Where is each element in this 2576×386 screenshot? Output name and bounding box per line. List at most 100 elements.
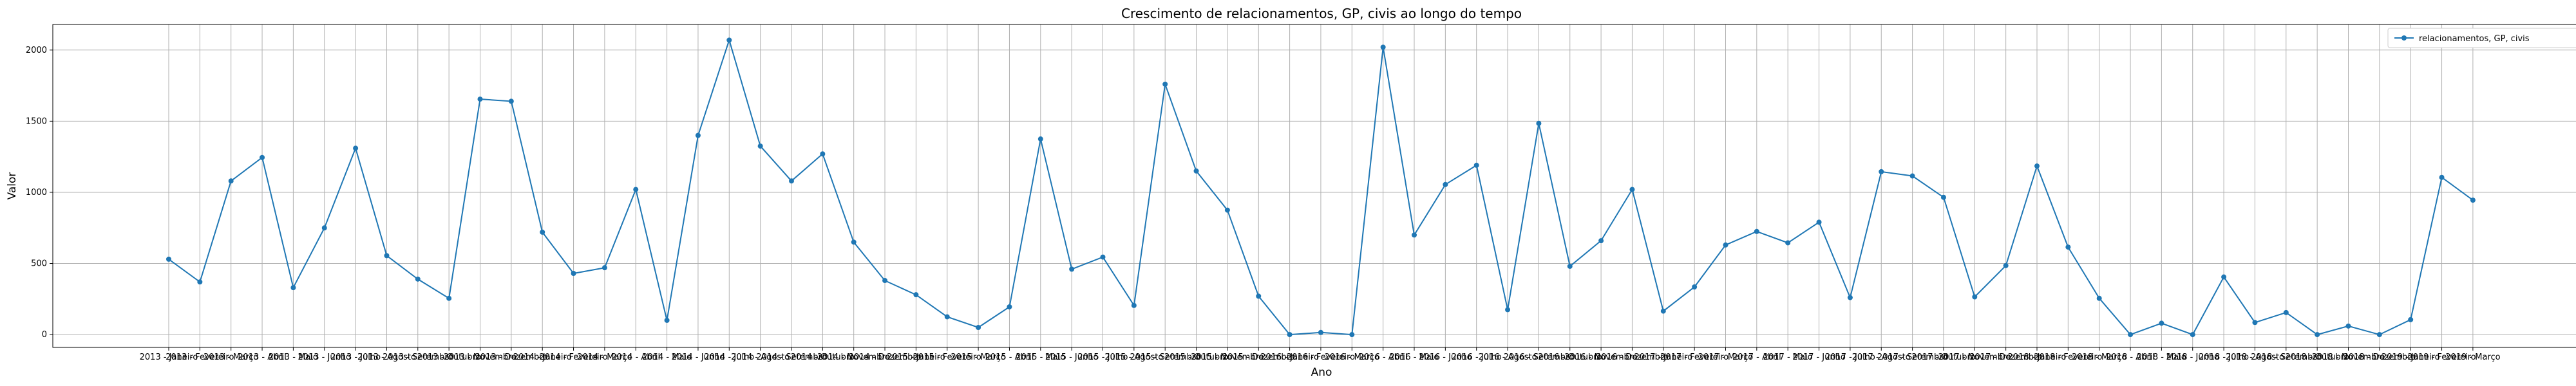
x-tick-label: 2014 - Dezembro xyxy=(849,353,922,362)
data-point xyxy=(2128,332,2134,338)
legend: relacionamentos, GP, civis xyxy=(2387,28,2576,48)
data-point xyxy=(166,256,171,262)
data-point xyxy=(477,96,483,102)
data-point xyxy=(1816,219,1822,225)
data-point xyxy=(1412,232,1417,238)
legend-box xyxy=(2387,28,2576,48)
legend-label: relacionamentos, GP, civis xyxy=(2419,34,2530,44)
x-tick-label: 2014 - Abril xyxy=(611,353,660,362)
data-point xyxy=(571,271,576,277)
x-tick-label: 2015 - Setembro xyxy=(1130,353,1200,362)
x-tick-label: 2016 - Outubro xyxy=(1538,353,1602,362)
data-point xyxy=(2408,317,2414,322)
data-point xyxy=(851,239,857,245)
data-point xyxy=(1473,162,1479,168)
x-tick-label: 2017 - Novembro xyxy=(1938,353,2011,362)
x-tick-label: 2013 - Abril xyxy=(238,353,287,362)
data-point xyxy=(1037,136,1043,142)
x-tick-label: 2018 - Outubro xyxy=(2286,353,2349,362)
data-point xyxy=(1536,120,1542,126)
y-axis-label: Valor xyxy=(6,172,19,200)
data-point xyxy=(1598,238,1604,244)
x-tick-label: 2017 - Setembro xyxy=(1877,353,1947,362)
x-tick-label: 2014 - Março xyxy=(577,353,632,362)
data-point xyxy=(1380,44,1386,50)
x-tick-label: 2017 - Outubro xyxy=(1911,353,1975,362)
x-tick-label: 2013 - Janeiro xyxy=(140,353,198,362)
x-axis-label: Ano xyxy=(1311,366,1332,379)
data-point xyxy=(633,187,639,192)
x-tick-label: 2016 - Junho xyxy=(1419,353,1472,362)
data-point xyxy=(2439,174,2445,180)
data-point xyxy=(1162,81,1168,87)
data-point xyxy=(757,143,763,149)
y-tick-label: 500 xyxy=(31,259,47,269)
data-point xyxy=(1660,308,1666,314)
data-point xyxy=(1287,332,1293,338)
x-tick-label: 2017 - Maio xyxy=(1763,353,1813,362)
x-tick-label: 2017 - Dezembro xyxy=(1969,353,2042,362)
data-point xyxy=(1443,181,1448,187)
data-point xyxy=(1224,207,1230,213)
x-tick-label: 2013 - Maio xyxy=(269,353,318,362)
x-tick-label: 2015 - Agosto xyxy=(1104,353,1163,362)
x-tick-label: 2013 - Março xyxy=(204,353,258,362)
x-tick-label: 2013 - Julho xyxy=(330,353,381,362)
legend-marker xyxy=(2401,35,2407,41)
x-tick-label: 2018 - Agosto xyxy=(2226,353,2284,362)
data-point xyxy=(1972,294,1978,300)
x-tick-label: 2013 - Dezembro xyxy=(475,353,547,362)
x-tick-label: 2016 - Julho xyxy=(1452,353,1502,362)
x-tick-label: 2013 - Setembro xyxy=(383,353,453,362)
x-tick-label: 2016 - Setembro xyxy=(1504,353,1574,362)
data-point xyxy=(1069,266,1075,272)
data-point xyxy=(944,314,950,320)
x-tick-label: 2016 - Novembro xyxy=(1564,353,1637,362)
x-tick-label: 2013 - Junho xyxy=(298,353,351,362)
y-axis: 0 500 1000 1500 2000 xyxy=(26,46,53,340)
x-tick-label: 2013 - Fevereiro xyxy=(166,353,234,362)
x-tick-label: 2015 - Novembro xyxy=(1191,353,1264,362)
data-point xyxy=(601,265,607,271)
data-point xyxy=(1940,194,1946,200)
x-tick-label: 2017 - Agosto xyxy=(1852,353,1911,362)
x-tick-label: 2014 - Maio xyxy=(642,353,692,362)
x-tick-label: 2014 - Novembro xyxy=(817,353,890,362)
x-tick-label: 2017 - Março xyxy=(1698,353,1753,362)
x-tick-label: 2018 - Janeiro xyxy=(2008,353,2067,362)
data-point xyxy=(2345,323,2351,329)
chart-title: Crescimento de relacionamentos, GP, civi… xyxy=(1121,6,1522,21)
data-point xyxy=(197,279,203,285)
data-point xyxy=(2003,262,2009,268)
data-point xyxy=(1785,240,1791,246)
plot-frame xyxy=(52,24,2576,348)
data-point xyxy=(2190,332,2195,338)
data-point xyxy=(1879,169,1884,174)
data-point xyxy=(1256,293,1262,299)
data-point xyxy=(260,154,265,160)
data-point xyxy=(540,229,545,235)
x-tick-label: 2014 - Fevereiro xyxy=(539,353,607,362)
data-point xyxy=(446,295,452,301)
x-tick-label: 2016 - Janeiro xyxy=(1260,353,1319,362)
data-point xyxy=(976,325,981,331)
x-tick-label: 2018 - Novembro xyxy=(2312,353,2385,362)
data-point xyxy=(2096,295,2102,301)
y-tick-label: 2000 xyxy=(26,46,47,55)
x-tick-label: 2014 - Outubro xyxy=(791,353,855,362)
data-point xyxy=(1754,228,1759,234)
data-point xyxy=(789,178,794,184)
data-point xyxy=(1909,173,1915,179)
data-point xyxy=(1007,304,1012,309)
data-point xyxy=(1723,242,1728,248)
data-point xyxy=(2283,309,2289,315)
x-tick-label: 2013 - Agosto xyxy=(357,353,416,362)
x-tick-label: 2014 - Junho xyxy=(672,353,725,362)
grid xyxy=(53,24,2576,347)
data-point xyxy=(2376,332,2382,338)
data-point xyxy=(1318,329,1323,335)
x-tick-label: 2019 - Fevereiro xyxy=(2407,353,2476,362)
